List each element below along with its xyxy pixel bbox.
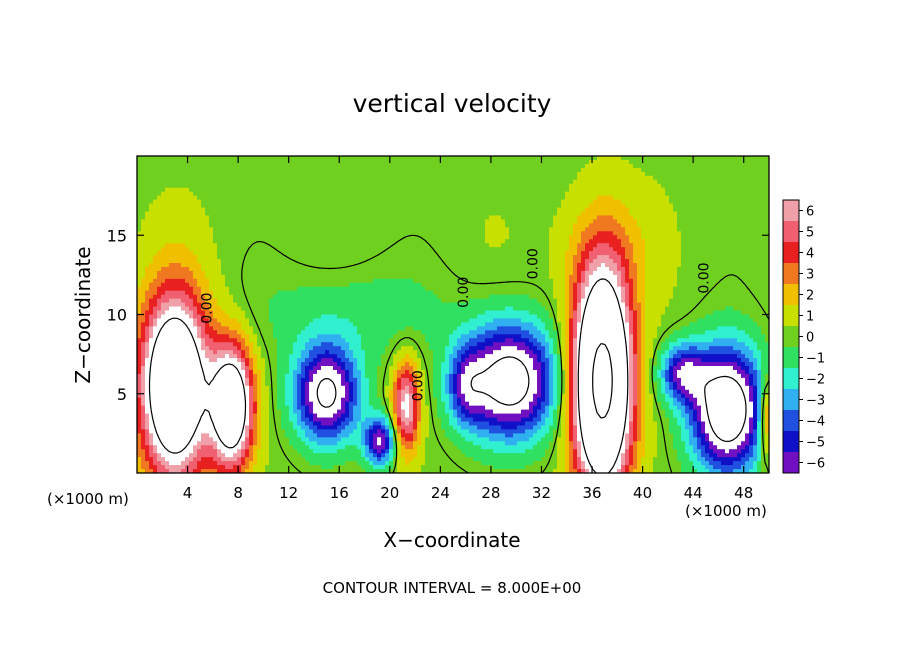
colorbar-swatch	[783, 200, 799, 222]
colorbar-label: 3	[806, 268, 814, 283]
y-tick-label: 5	[117, 385, 127, 404]
colorbar-swatch	[783, 263, 799, 285]
colorbar-label: −5	[806, 436, 825, 451]
colorbar-swatch	[783, 326, 799, 348]
contour-label: 0.00	[526, 248, 542, 279]
y-tick-label: 15	[107, 226, 127, 245]
colorbar-label: −4	[806, 415, 825, 430]
colorbar-swatch	[783, 347, 799, 369]
contour-line	[241, 234, 769, 473]
x-tick-label: 24	[431, 484, 450, 502]
contour-line	[316, 356, 747, 442]
colorbar-label: 1	[806, 310, 814, 325]
contour-label: 0.00	[696, 262, 712, 293]
y-tick-label: 10	[107, 306, 127, 325]
y-axis-ticks: 5 10 15	[107, 226, 769, 404]
colorbar-label: 5	[806, 226, 814, 241]
x-unit-label-right: (×1000 m)	[685, 502, 767, 520]
x-tick-label: 32	[532, 484, 551, 502]
contour-interval-note: CONTOUR INTERVAL = 8.000E+00	[323, 579, 582, 597]
colorbar-swatch	[783, 368, 799, 390]
colorbar: 6 5 4 3 2 1 0 −1 −2 −3 −4 −5 −6	[782, 199, 825, 474]
contour-line	[592, 343, 613, 419]
colorbar-label: −2	[806, 373, 825, 388]
colorbar-swatch	[783, 221, 799, 243]
contour-label: 0.00	[456, 277, 472, 308]
contour-label: 0.00	[411, 370, 427, 401]
contour-label: 0.00	[200, 293, 216, 324]
y-axis-label: Z−coordinate	[71, 246, 95, 383]
x-tick-label: 28	[481, 484, 500, 502]
colorbar-swatch	[783, 389, 799, 411]
x-tick-label: 36	[582, 484, 601, 502]
x-tick-label: 44	[684, 484, 703, 502]
colorbar-swatch	[783, 431, 799, 453]
x-axis-label: X−coordinate	[383, 528, 520, 552]
velocity-field	[137, 156, 769, 473]
x-axis-ticks: 4 8 12 16 20 24 28 32 36 40 44 48	[183, 156, 753, 502]
colorbar-label: −1	[806, 352, 825, 367]
colorbar-swatch	[783, 305, 799, 327]
colorbar-label: −6	[806, 457, 825, 472]
colorbar-swatch	[783, 410, 799, 432]
x-tick-label: 48	[734, 484, 753, 502]
colorbar-swatch	[783, 284, 799, 306]
colorbar-swatch	[783, 452, 799, 474]
x-tick-label: 20	[380, 484, 399, 502]
colorbar-label: 4	[806, 247, 814, 262]
contour-lines	[148, 234, 769, 473]
x-tick-label: 4	[183, 484, 193, 502]
colorbar-label: 0	[806, 331, 814, 346]
colorbar-label: 2	[806, 289, 814, 304]
x-tick-label: 8	[233, 484, 243, 502]
colorbar-swatch	[783, 242, 799, 264]
colorbar-label: −3	[806, 394, 825, 409]
x-unit-label-left: (×1000 m)	[47, 490, 129, 508]
chart-title: vertical velocity	[353, 89, 552, 118]
x-tick-label: 16	[330, 484, 349, 502]
x-tick-label: 12	[279, 484, 298, 502]
x-tick-label: 40	[633, 484, 652, 502]
contour-labels: 0.00 0.00 0.00 0.00 0.00	[200, 248, 713, 401]
colorbar-label: 6	[806, 205, 814, 220]
contour-line	[148, 278, 629, 473]
